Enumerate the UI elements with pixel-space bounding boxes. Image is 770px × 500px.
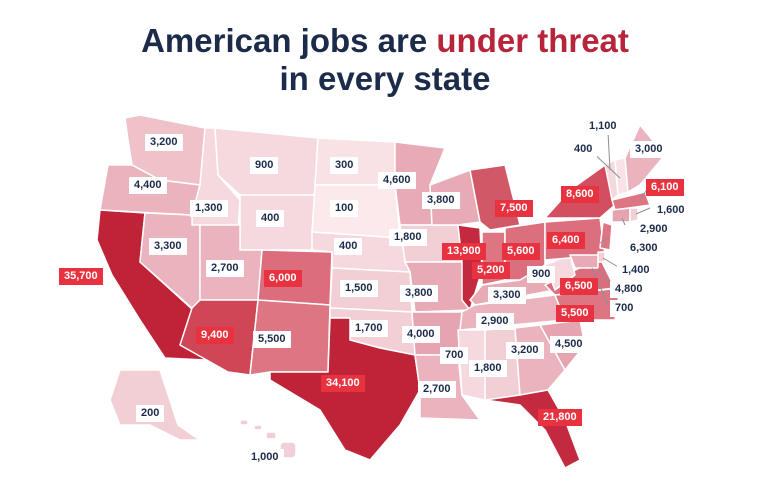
value-label-MT: 900 (250, 157, 279, 174)
value-label-WA: 3,200 (145, 134, 183, 151)
value-label-VT: 1,100 (584, 118, 622, 135)
value-label-LA: 2,700 (418, 381, 456, 398)
map-title-line-1: American jobs are under threat (0, 22, 770, 60)
value-label-UT: 2,700 (206, 260, 244, 277)
state-RI (629, 207, 639, 223)
value-label-ME: 3,000 (630, 141, 668, 158)
value-label-ID: 1,300 (190, 200, 228, 217)
value-label-NH: 400 (569, 141, 598, 158)
value-label-NY: 8,600 (561, 186, 599, 203)
state-NJ (599, 221, 613, 251)
value-label-SD: 100 (330, 200, 359, 217)
value-label-NE: 400 (334, 238, 363, 255)
value-label-ND: 300 (330, 157, 359, 174)
title-highlight: under threat (436, 22, 629, 59)
value-label-NJ: 6,300 (625, 240, 663, 257)
value-label-DE: 1,400 (617, 262, 655, 279)
value-label-MI: 7,500 (495, 200, 533, 217)
state-CT (611, 207, 631, 223)
value-label-IA: 1,800 (389, 229, 427, 246)
value-label-WV: 900 (527, 266, 556, 283)
value-label-CA: 35,700 (59, 268, 103, 285)
state-FL (484, 389, 581, 469)
value-label-NC: 5,500 (556, 305, 594, 322)
value-label-AL: 1,800 (469, 360, 507, 377)
value-label-TX: 34,100 (321, 375, 365, 392)
map-title-line-2: in every state (279, 60, 491, 97)
state-DE (597, 251, 606, 263)
value-label-NV: 3,300 (149, 238, 187, 255)
value-label-MN: 4,600 (378, 172, 416, 189)
value-label-OK: 1,700 (350, 320, 388, 337)
value-label-AZ: 9,400 (196, 327, 234, 344)
value-label-WI: 3,800 (422, 192, 460, 209)
value-label-RI: 1,600 (652, 202, 690, 219)
value-label-IL: 13,900 (442, 243, 486, 260)
value-label-AR: 4,000 (402, 326, 440, 343)
value-label-DC: 700 (610, 300, 639, 317)
value-label-OH: 5,600 (502, 243, 540, 260)
value-label-MS: 700 (440, 347, 469, 364)
value-label-NM: 5,500 (253, 331, 291, 348)
value-label-TN: 2,900 (476, 313, 514, 330)
value-label-FL: 21,800 (538, 409, 582, 426)
value-label-MD: 4,800 (610, 281, 648, 298)
value-label-WY: 400 (256, 210, 285, 227)
value-label-SC: 4,500 (550, 336, 588, 353)
state-MD (569, 254, 599, 269)
value-label-MA: 6,100 (646, 179, 684, 196)
value-label-VA: 6,500 (560, 278, 598, 295)
value-label-IN: 5,200 (472, 262, 510, 279)
title-text: American jobs are (141, 22, 437, 59)
value-label-KY: 3,300 (488, 287, 526, 304)
value-label-MO: 3,800 (400, 285, 438, 302)
value-label-PA: 6,400 (547, 232, 585, 249)
value-label-CO: 6,000 (264, 270, 302, 287)
value-label-KS: 1,500 (340, 280, 378, 297)
value-label-GA: 3,200 (506, 342, 544, 359)
state-MA (611, 191, 651, 211)
value-label-HI: 1,000 (246, 449, 284, 466)
value-label-OR: 4,400 (129, 177, 167, 194)
value-label-CT: 2,900 (635, 221, 673, 238)
value-label-AK: 200 (136, 405, 165, 422)
